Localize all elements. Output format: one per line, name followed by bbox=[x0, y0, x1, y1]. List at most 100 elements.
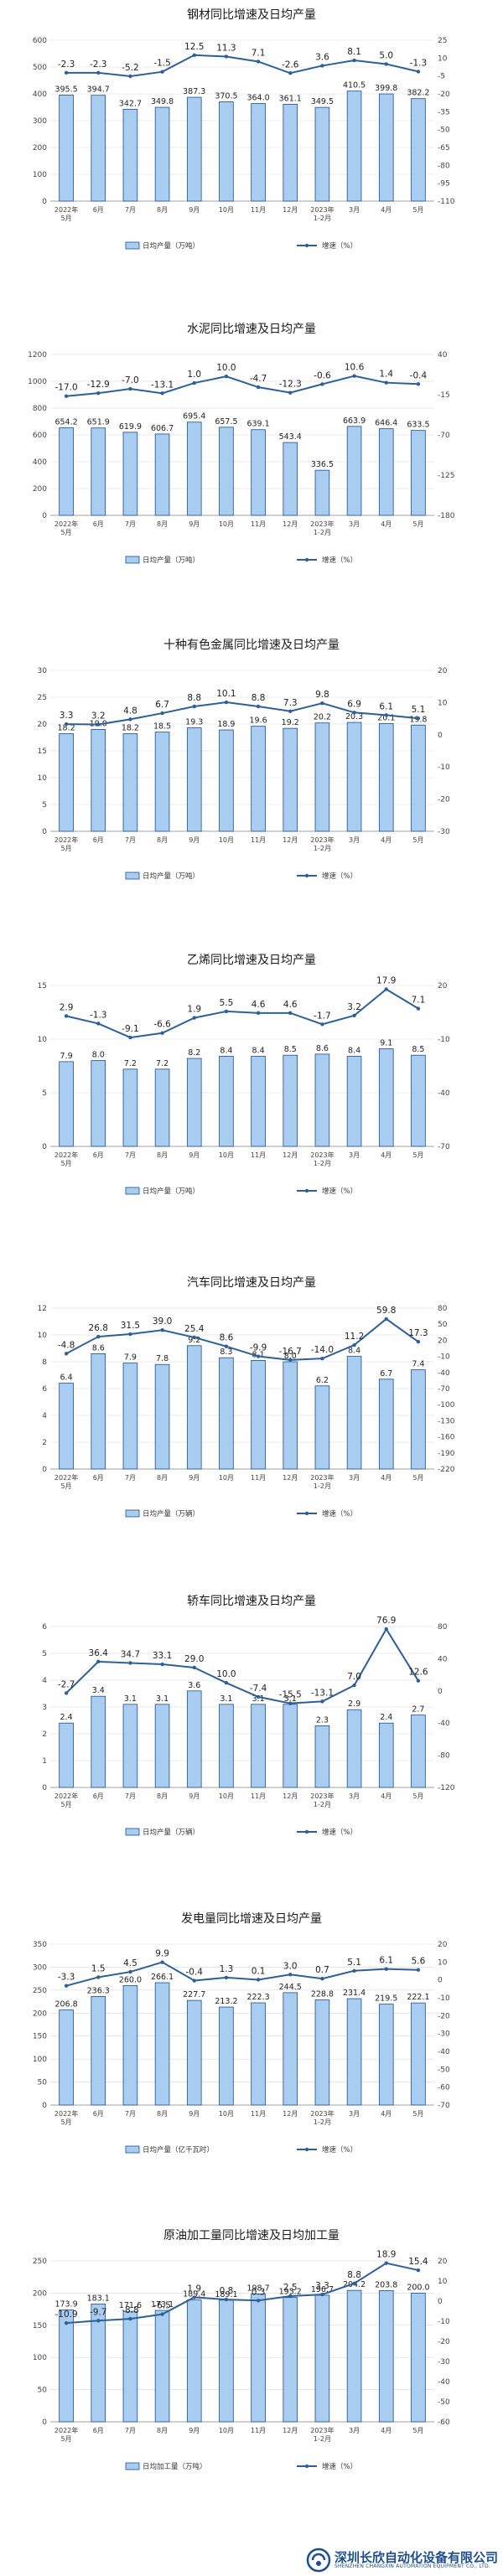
bar bbox=[122, 2310, 138, 2423]
growth-value-label: 1.9 bbox=[187, 2284, 201, 2294]
bar-value-label: 196.7 bbox=[311, 2285, 334, 2294]
bar-value-label: 203.8 bbox=[375, 2280, 397, 2289]
bar bbox=[411, 724, 426, 832]
bar bbox=[219, 2299, 234, 2423]
growth-point bbox=[192, 1665, 196, 1670]
bar bbox=[378, 2004, 394, 2106]
left-axis-tick: 1000 bbox=[28, 378, 47, 386]
bar-value-label: 654.2 bbox=[54, 417, 77, 427]
category-label: 8月 bbox=[157, 206, 168, 214]
bar-value-label: 173.1 bbox=[151, 2300, 174, 2310]
category-label: 6月 bbox=[93, 1151, 104, 1159]
category-label: 12月 bbox=[283, 1792, 298, 1800]
growth-value-label: 2.5 bbox=[283, 2283, 298, 2293]
right-axis-tick: -40 bbox=[438, 2048, 450, 2056]
growth-value-label: -7.4 bbox=[250, 1684, 267, 1694]
growth-value-label: 12.6 bbox=[408, 1668, 428, 1678]
growth-point bbox=[128, 1332, 132, 1337]
bar-value-label: 3.1 bbox=[284, 1694, 297, 1704]
bar-value-label: 8.6 bbox=[316, 1044, 329, 1053]
bar bbox=[411, 2293, 426, 2423]
legend-bar-label: 日均产量（万吨） bbox=[143, 556, 200, 565]
bar-value-label: 663.9 bbox=[343, 416, 366, 426]
right-axis-tick: 25 bbox=[438, 37, 447, 45]
bar-value-label: 349.5 bbox=[311, 97, 334, 106]
growth-value-label: 4.5 bbox=[123, 1958, 137, 1968]
left-axis-tick: 15 bbox=[38, 982, 47, 991]
growth-point bbox=[128, 1969, 132, 1974]
bar bbox=[219, 101, 234, 202]
legend-bar-swatch bbox=[125, 2462, 140, 2470]
legend-bar-swatch bbox=[125, 872, 140, 880]
bar-value-label: 399.8 bbox=[375, 84, 397, 93]
growth-point bbox=[352, 1683, 356, 1688]
growth-value-label: -16.7 bbox=[279, 1347, 302, 1357]
bar bbox=[346, 426, 362, 516]
bar-value-label: 3.1 bbox=[220, 1694, 232, 1704]
growth-point bbox=[96, 2319, 101, 2323]
growth-value-label: 5.5 bbox=[220, 998, 234, 1008]
bar bbox=[122, 1704, 138, 1788]
bar bbox=[122, 733, 138, 832]
category-label: 3月 bbox=[349, 836, 360, 844]
growth-value-label: 11.2 bbox=[345, 1332, 364, 1342]
right-axis-tick: -180 bbox=[438, 512, 455, 520]
bar bbox=[251, 103, 266, 202]
growth-value-label: 3.6 bbox=[315, 52, 329, 62]
growth-point bbox=[128, 386, 132, 391]
bar bbox=[314, 1725, 330, 1788]
category-label: 4月 bbox=[381, 836, 392, 844]
growth-point bbox=[96, 1659, 101, 1664]
bar bbox=[346, 1056, 362, 1147]
right-axis-tick: -60 bbox=[438, 2084, 450, 2092]
category-label: 10月 bbox=[219, 2427, 234, 2434]
category-label: 8月 bbox=[157, 2427, 168, 2434]
growth-point bbox=[416, 2268, 421, 2273]
right-axis-tick: -10 bbox=[438, 2318, 450, 2326]
bar bbox=[314, 469, 330, 516]
category-label: 5月 bbox=[412, 2110, 423, 2118]
growth-value-label: -0.4 bbox=[186, 1968, 204, 1978]
growth-point bbox=[96, 1334, 101, 1339]
bar bbox=[219, 427, 234, 516]
category-label: 6月 bbox=[93, 1474, 104, 1482]
category-label: 10月 bbox=[219, 2110, 234, 2118]
growth-value-label: 34.7 bbox=[121, 1649, 140, 1659]
growth-value-label: 1.5 bbox=[91, 1963, 106, 1973]
right-axis-tick: 20 bbox=[438, 982, 448, 991]
category-label: 7月 bbox=[125, 2110, 136, 2118]
category-label: 10月 bbox=[219, 1792, 234, 1800]
bar-value-label: 382.2 bbox=[407, 89, 429, 98]
bar-value-label: 219.5 bbox=[375, 1994, 397, 2004]
bar-value-label: 2.4 bbox=[60, 1713, 73, 1722]
bar-value-label: 20.1 bbox=[377, 713, 395, 722]
bar-value-label: 7.9 bbox=[60, 1052, 73, 1061]
bar bbox=[346, 91, 362, 202]
bar-value-label: 173.9 bbox=[54, 2299, 77, 2309]
category-label: 2022年 5月 bbox=[54, 520, 78, 536]
growth-point bbox=[160, 391, 164, 396]
right-axis-tick: -80 bbox=[438, 1752, 450, 1761]
bar-value-label: 2.9 bbox=[348, 1699, 360, 1709]
category-label: 6月 bbox=[93, 520, 104, 528]
growth-point bbox=[384, 2261, 388, 2265]
category-label: 7月 bbox=[125, 1474, 136, 1482]
growth-line bbox=[65, 1627, 419, 1704]
growth-value-label: 36.4 bbox=[89, 1648, 109, 1658]
left-axis-tick: 50 bbox=[38, 2387, 48, 2395]
bar-value-label: 19.6 bbox=[250, 716, 267, 726]
bar-value-label: 349.8 bbox=[151, 97, 174, 106]
legend-line-marker bbox=[304, 1188, 309, 1193]
growth-point bbox=[64, 394, 69, 398]
bar-value-label: 342.7 bbox=[119, 99, 142, 108]
bar bbox=[314, 106, 330, 202]
growth-point bbox=[224, 54, 229, 59]
category-label: 12月 bbox=[283, 520, 298, 528]
bar-value-label: 19.2 bbox=[282, 718, 299, 727]
growth-line bbox=[65, 1961, 418, 1987]
growth-point bbox=[416, 70, 421, 74]
category-label: 5月 bbox=[412, 1474, 423, 1482]
growth-point bbox=[256, 2299, 261, 2303]
category-label: 2022年 5月 bbox=[54, 1792, 78, 1808]
bar bbox=[251, 2002, 266, 2106]
